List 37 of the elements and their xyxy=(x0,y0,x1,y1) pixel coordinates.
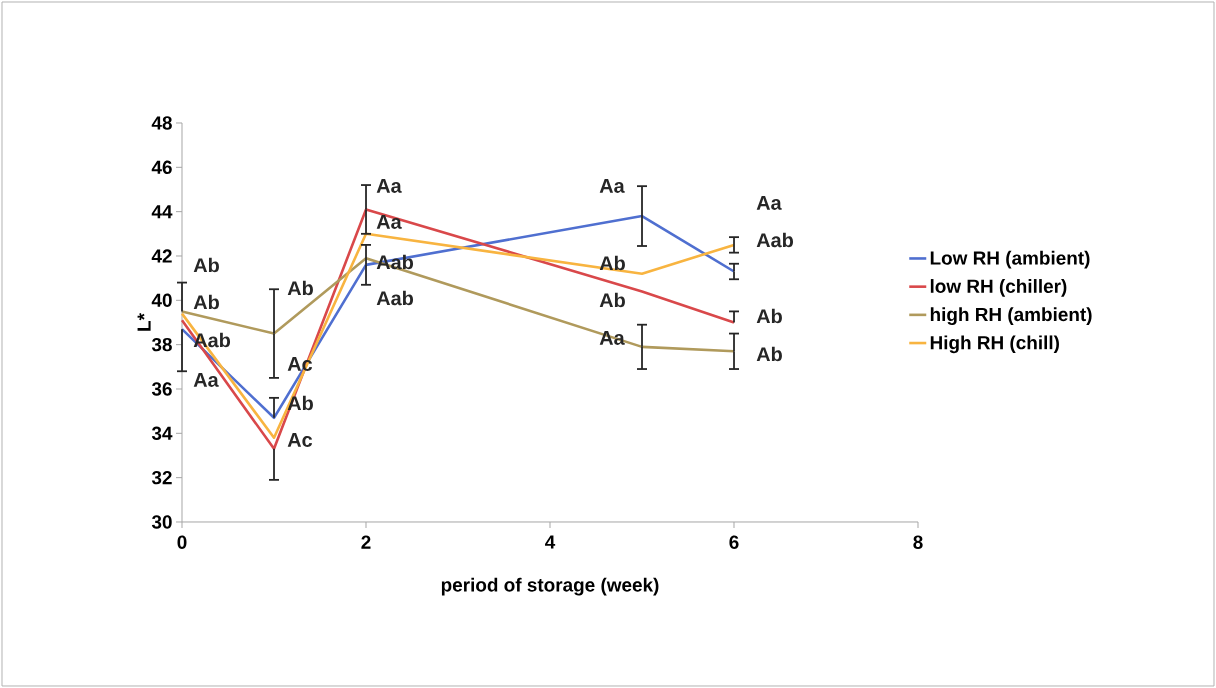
annotation: Ab xyxy=(599,255,625,271)
y-tick-label: 40 xyxy=(151,293,172,308)
annotation: Ab xyxy=(756,346,782,362)
annotation: Aa xyxy=(756,196,782,210)
x-tick-label: 4 xyxy=(545,535,556,549)
y-tick-label: 44 xyxy=(151,205,173,219)
x-tick-label: 6 xyxy=(729,535,739,549)
annotation: Ab xyxy=(193,294,219,310)
legend-label: high RH (ambient) xyxy=(930,307,1092,325)
x-tick-label: 8 xyxy=(913,535,923,549)
annotation: Aa xyxy=(193,373,219,387)
y-tick-label: 46 xyxy=(151,160,172,175)
y-tick-label: 48 xyxy=(151,116,172,130)
annotation: Ab xyxy=(756,308,782,324)
y-tick-label: 38 xyxy=(151,337,172,352)
x-tick-label: 2 xyxy=(361,535,371,549)
legend-label: low RH (chiller) xyxy=(930,279,1067,297)
y-axis-title: L* xyxy=(137,313,151,331)
annotation: Aa xyxy=(376,215,402,229)
annotation: Aab xyxy=(376,290,414,306)
y-tick-label: 30 xyxy=(151,515,172,529)
annotation: Ab xyxy=(193,257,219,273)
annotation: Ab xyxy=(287,280,313,296)
x-axis-title: period of storage (week) xyxy=(441,577,659,596)
annotation: Aa xyxy=(599,179,625,193)
annotation: Ac xyxy=(287,433,313,447)
legend-label: High RH (chill) xyxy=(930,335,1059,354)
y-tick-label: 32 xyxy=(151,470,172,485)
legend-label: Low RH (ambient) xyxy=(930,250,1090,269)
y-tick-label: 42 xyxy=(151,249,172,263)
annotation: Ab xyxy=(599,292,625,308)
line-series xyxy=(180,256,736,353)
annotation: Aab xyxy=(756,232,794,248)
y-tick-label: 36 xyxy=(151,382,172,396)
annotation: Aa xyxy=(376,179,402,193)
x-tick-label: 0 xyxy=(177,535,187,549)
y-tick-label: 34 xyxy=(151,426,173,441)
